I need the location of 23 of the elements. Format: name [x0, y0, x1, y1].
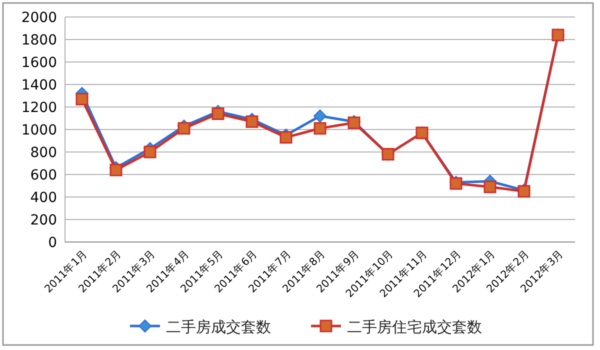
y-tick-label: 1000	[21, 122, 57, 138]
y-tick-label: 1400	[21, 78, 57, 94]
y-tick-label: 1600	[21, 55, 57, 71]
y-tick-label: 1800	[21, 32, 57, 48]
point	[178, 122, 190, 135]
y-tick-label: 400	[30, 190, 57, 206]
point	[246, 115, 258, 128]
point	[314, 110, 326, 122]
point	[314, 122, 326, 135]
point	[110, 164, 122, 176]
point	[280, 131, 292, 144]
y-tick-label: 200	[30, 212, 57, 228]
y-tick-label: 0	[48, 235, 57, 251]
legend-label: 二手房成交套数	[166, 318, 271, 336]
point	[76, 92, 88, 106]
y-tick-label: 600	[30, 168, 57, 184]
point	[212, 108, 224, 120]
legend-label: 二手房住宅成交套数	[347, 318, 482, 336]
y-tick-label: 1200	[21, 100, 57, 116]
y-tick-label: 2000	[21, 10, 57, 26]
point	[144, 146, 156, 158]
y-tick-label: 800	[30, 145, 57, 161]
point	[484, 180, 496, 194]
